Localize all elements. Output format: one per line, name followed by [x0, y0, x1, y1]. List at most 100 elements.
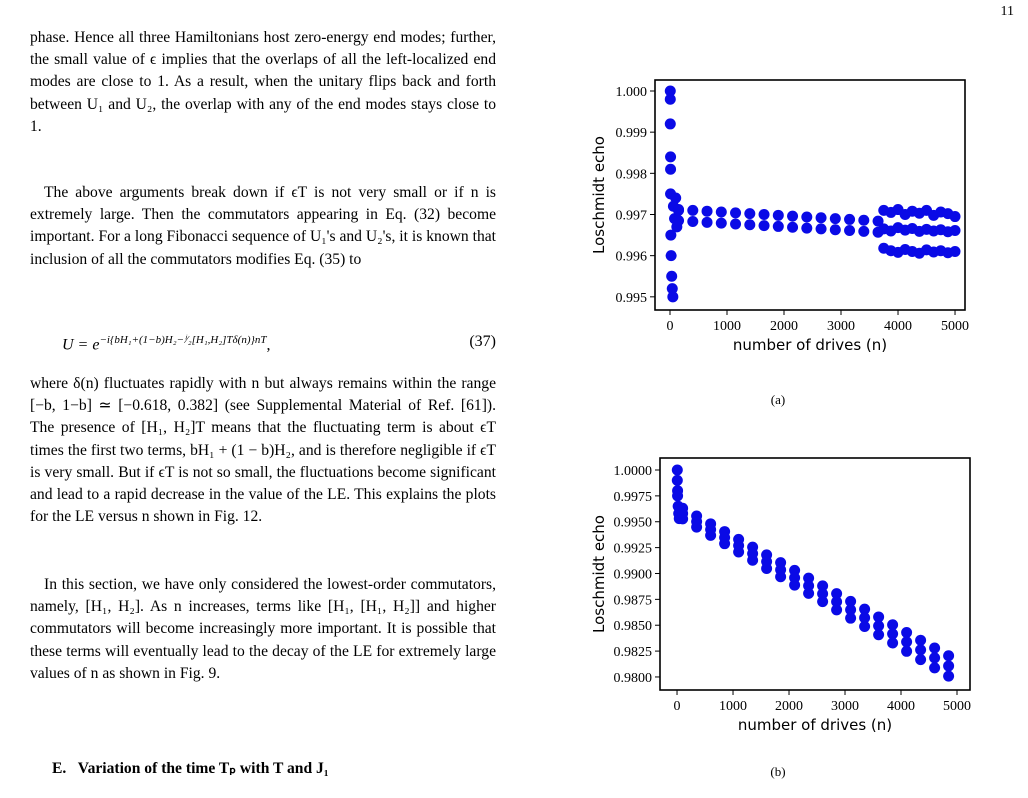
section-heading: E. Variation of the time Tₚ with T and J… [52, 759, 329, 778]
x-tick-label: 2000 [770, 319, 798, 334]
data-point [803, 572, 815, 584]
data-point [901, 636, 913, 648]
data-point [915, 634, 927, 646]
data-point [664, 85, 676, 97]
data-point [672, 490, 684, 502]
data-point [665, 250, 677, 262]
data-point [901, 626, 913, 638]
data-point [859, 603, 871, 615]
y-tick-label: 0.998 [616, 167, 648, 182]
data-point [943, 670, 955, 682]
x-tick-label: 4000 [884, 319, 912, 334]
data-point [733, 540, 745, 552]
data-point [929, 662, 941, 674]
data-point [801, 211, 813, 223]
data-point [664, 118, 676, 130]
data-point [845, 604, 857, 616]
data-point [817, 588, 829, 600]
data-point [859, 620, 871, 632]
data-point [775, 564, 787, 576]
data-point [677, 508, 689, 520]
y-tick-label: 1.000 [616, 85, 648, 100]
x-tick-label: 2000 [775, 699, 803, 714]
y-tick-label: 0.9850 [614, 619, 653, 634]
data-point [687, 204, 699, 216]
plot-frame [654, 79, 966, 311]
data-point [929, 652, 941, 664]
data-point [858, 214, 870, 226]
section-label: E. [52, 760, 67, 777]
data-point [666, 283, 678, 295]
page-number: 11 [1000, 4, 1014, 19]
data-point [817, 596, 829, 608]
data-point [901, 645, 913, 657]
x-tick-label: 1000 [719, 699, 747, 714]
data-point [747, 548, 759, 560]
equation: U = e−i{bH₁+(1−b)H₂−ⁱ⁄₂[H₁,H₂]Tδ(n)}nT, … [62, 333, 496, 354]
data-point [673, 215, 685, 227]
data-point [772, 209, 784, 221]
data-point [829, 224, 841, 236]
data-point [887, 619, 899, 631]
data-point [665, 229, 677, 241]
x-tick-label: 3000 [827, 319, 855, 334]
y-tick-label: 0.9975 [614, 490, 653, 505]
data-point [665, 151, 677, 163]
data-point [949, 246, 961, 258]
section-title: Variation of the time Tₚ with T and J₁ [77, 760, 329, 777]
y-tick-label: 0.9875 [614, 593, 653, 608]
x-axis-label: number of drives (n) [733, 336, 887, 354]
y-tick-label: 0.9950 [614, 516, 653, 531]
y-axis-label: Loschmidt echo [590, 136, 608, 254]
data-point [845, 612, 857, 624]
data-point [789, 572, 801, 584]
data-point [943, 660, 955, 672]
x-tick-label: 5000 [943, 699, 971, 714]
data-point [858, 225, 870, 237]
data-point [831, 588, 843, 600]
data-point [664, 93, 676, 105]
y-tick-label: 0.9900 [614, 567, 653, 582]
x-tick-label: 1000 [713, 319, 741, 334]
data-point [815, 223, 827, 235]
data-point [715, 206, 727, 218]
data-point [665, 163, 677, 175]
equation-number: (37) [469, 333, 496, 350]
data-point [873, 620, 885, 632]
paragraph: where δ(n) fluctuates rapidly with n but… [30, 375, 496, 526]
data-point [758, 220, 770, 232]
chart: 0.9800 0.9825 0.9850 0.9875 0.9900 0.9925 0.99… [590, 457, 971, 734]
y-tick-label: 0.999 [616, 126, 648, 141]
data-point [701, 216, 713, 228]
data-point [715, 217, 727, 229]
data-point [831, 604, 843, 616]
data-point [949, 225, 961, 237]
data-point [873, 611, 885, 623]
equation-trail: , [266, 336, 271, 354]
data-point [887, 628, 899, 640]
data-point [744, 208, 756, 220]
y-tick-label: 0.996 [616, 250, 648, 265]
data-point [671, 464, 683, 476]
data-point [744, 219, 756, 231]
data-point [730, 218, 742, 230]
data-point [667, 291, 679, 303]
data-point [687, 215, 699, 227]
equation-lhs: U = e [62, 336, 100, 354]
y-axis-label: Loschmidt echo [590, 515, 608, 633]
data-point [859, 612, 871, 624]
x-tick-label: 4000 [887, 699, 915, 714]
data-point [943, 650, 955, 662]
data-point [671, 474, 683, 486]
data-point [831, 596, 843, 608]
data-point [915, 644, 927, 656]
data-point [829, 213, 841, 225]
data-point [801, 222, 813, 234]
data-point [787, 210, 799, 222]
data-point [758, 208, 770, 220]
data-point [761, 556, 773, 568]
figure-caption: (a) [770, 392, 786, 407]
data-point [845, 595, 857, 607]
data-point [929, 642, 941, 654]
